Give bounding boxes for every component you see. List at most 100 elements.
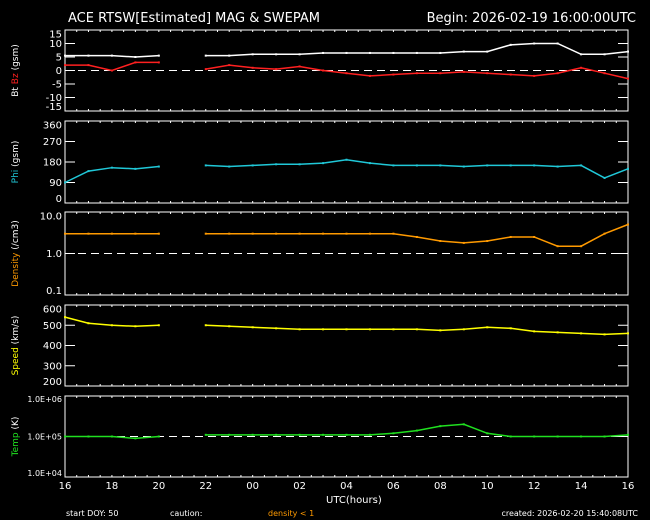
data-point-bt bbox=[298, 53, 301, 56]
data-point-bt bbox=[509, 43, 512, 46]
y-tick-label: 15 bbox=[49, 30, 62, 41]
data-point-bt bbox=[157, 54, 160, 57]
data-point-bt bbox=[368, 51, 371, 54]
data-point-speed bbox=[439, 329, 442, 332]
x-tick-label: 20 bbox=[152, 481, 165, 492]
data-point-density bbox=[368, 232, 371, 235]
data-point-temp bbox=[345, 433, 348, 436]
data-point-phi bbox=[228, 165, 231, 168]
data-point-bt bbox=[251, 53, 254, 56]
data-point-speed bbox=[87, 322, 90, 325]
y-axis-label-part: Bz bbox=[11, 73, 21, 87]
data-point-bz bbox=[345, 72, 348, 75]
y-tick-label: 1.0 bbox=[46, 249, 62, 260]
y-tick-label: 270 bbox=[43, 137, 62, 148]
data-point-bt bbox=[462, 50, 465, 53]
created-time: created: 2026-02-20 15:40:08UTC bbox=[501, 509, 638, 518]
data-point-temp bbox=[275, 433, 278, 436]
density-caution: density < 1 bbox=[268, 509, 314, 518]
data-point-temp bbox=[627, 433, 629, 436]
data-point-density bbox=[298, 232, 301, 235]
data-point-density bbox=[87, 232, 90, 235]
data-point-density bbox=[462, 241, 465, 244]
y-tick-label: 360 bbox=[43, 121, 62, 132]
data-point-density bbox=[134, 232, 137, 235]
y-axis-label: Phi (gsm) bbox=[11, 141, 21, 184]
y-axis-label-part: (gsm) bbox=[11, 141, 21, 170]
data-point-phi bbox=[251, 164, 254, 167]
panel-2: 10.0 1.0 0.1 Density (/cm3) bbox=[11, 211, 629, 297]
x-tick-label: 16 bbox=[622, 481, 635, 492]
data-point-temp bbox=[368, 433, 371, 436]
data-point-phi bbox=[509, 164, 512, 167]
data-point-phi bbox=[368, 162, 371, 165]
y-axis-label-part: Phi bbox=[11, 170, 21, 184]
panel-4: 1.0E+06 1.0E+05 1.0E+04 Temp (K) bbox=[11, 395, 629, 478]
data-point-density bbox=[345, 232, 348, 235]
data-point-density bbox=[392, 232, 395, 235]
y-tick-label: 0.1 bbox=[46, 286, 62, 297]
data-point-bz bbox=[322, 69, 325, 72]
y-tick-label: 600 bbox=[43, 305, 62, 316]
caution-label: caution: bbox=[170, 509, 202, 518]
data-point-density bbox=[322, 232, 325, 235]
data-point-speed bbox=[603, 333, 606, 336]
data-point-density bbox=[556, 245, 559, 248]
data-point-temp bbox=[298, 433, 301, 436]
data-point-bt bbox=[110, 54, 113, 57]
x-tick-label: 00 bbox=[246, 481, 259, 492]
data-point-bz bbox=[439, 72, 442, 75]
data-point-phi bbox=[64, 181, 66, 184]
data-point-density bbox=[415, 235, 418, 238]
data-point-speed bbox=[556, 331, 559, 334]
y-axis-label-part: (K) bbox=[11, 417, 21, 433]
chart-title: ACE RTSW[Estimated] MAG & SWEPAM bbox=[68, 11, 320, 26]
data-point-bt bbox=[322, 51, 325, 54]
data-point-density bbox=[110, 232, 113, 235]
data-point-phi bbox=[462, 165, 465, 168]
data-point-phi bbox=[110, 166, 113, 169]
data-point-bt bbox=[556, 42, 559, 45]
data-point-bz bbox=[275, 68, 278, 71]
y-tick-label: 300 bbox=[43, 361, 62, 372]
y-axis-label: Bt Bz (gsm) bbox=[11, 44, 21, 97]
data-point-density bbox=[204, 232, 207, 235]
data-point-bz bbox=[368, 74, 371, 77]
data-point-temp bbox=[64, 435, 66, 438]
data-point-temp bbox=[228, 433, 231, 436]
data-point-bz bbox=[462, 70, 465, 73]
data-point-bt bbox=[603, 53, 606, 56]
data-point-speed bbox=[580, 332, 583, 335]
series-line-bz bbox=[205, 64, 629, 80]
data-point-phi bbox=[275, 163, 278, 166]
data-point-bt bbox=[134, 56, 137, 58]
data-point-phi bbox=[603, 176, 606, 179]
y-axis-label-part: (gsm) bbox=[11, 44, 21, 73]
data-point-bz bbox=[204, 68, 207, 71]
data-point-density bbox=[228, 232, 231, 235]
x-tick-label: 02 bbox=[293, 481, 306, 492]
y-tick-label: 1.0E+05 bbox=[27, 432, 62, 441]
data-point-temp bbox=[392, 432, 395, 435]
x-tick-label: 08 bbox=[434, 481, 447, 492]
series-line-phi bbox=[64, 165, 159, 184]
data-point-speed bbox=[204, 324, 207, 327]
x-tick-label: 22 bbox=[199, 481, 212, 492]
data-point-speed bbox=[486, 326, 489, 329]
x-tick-label: 18 bbox=[106, 481, 119, 492]
data-point-temp bbox=[322, 433, 325, 436]
y-axis-label: Temp (K) bbox=[11, 417, 21, 458]
data-point-bt bbox=[533, 42, 536, 45]
series-line-phi bbox=[205, 158, 629, 179]
data-point-bz bbox=[251, 66, 254, 69]
data-point-bz bbox=[627, 77, 629, 80]
data-point-phi bbox=[134, 167, 137, 170]
panel-frame bbox=[64, 120, 629, 204]
data-point-phi bbox=[345, 158, 348, 161]
data-point-temp bbox=[486, 432, 489, 435]
data-point-density bbox=[64, 232, 66, 235]
y-axis-label-part: Bt bbox=[11, 87, 21, 97]
data-point-density bbox=[509, 235, 512, 238]
data-point-bz bbox=[87, 64, 90, 67]
